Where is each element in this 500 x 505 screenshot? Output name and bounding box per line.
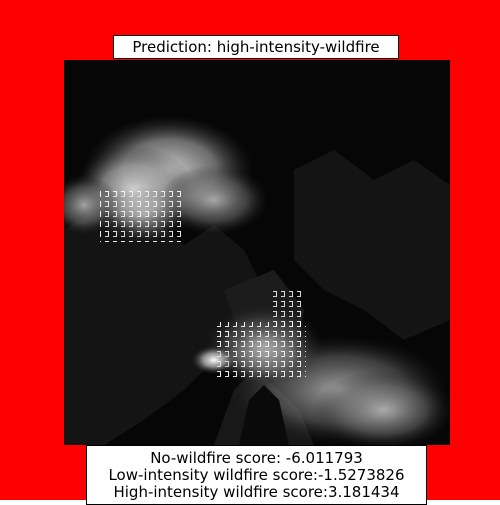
prediction-title: Prediction: high-intensity-wildfire [113, 35, 399, 59]
scores-panel: No-wildfire score: -6.011793 Low-intensi… [86, 445, 427, 505]
low-intensity-score: Low-intensity wildfire score:-1.5273826 [108, 466, 405, 484]
prediction-title-text: Prediction: high-intensity-wildfire [132, 38, 380, 56]
no-wildfire-score: No-wildfire score: -6.011793 [150, 449, 363, 467]
wildfire-image [64, 60, 450, 445]
high-intensity-score: High-intensity wildfire score:3.181434 [113, 483, 400, 501]
wildfire-grayscale-image [64, 60, 450, 445]
